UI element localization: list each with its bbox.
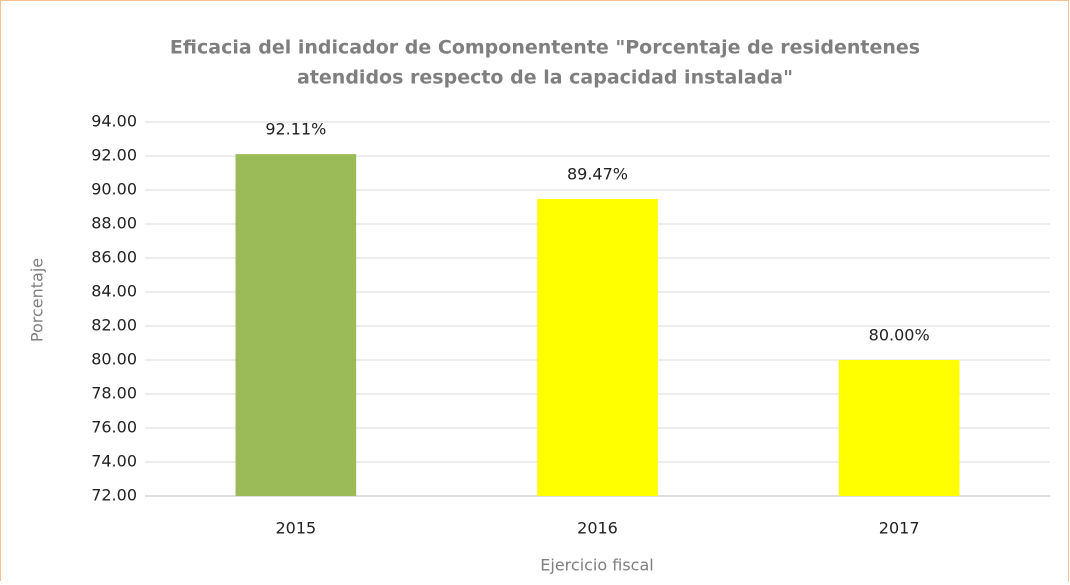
y-tick-label: 84.00: [91, 282, 137, 301]
x-tick-label: 2017: [879, 519, 920, 538]
chart-title: atendidos respecto de la capacidad insta…: [297, 67, 793, 89]
y-tick-label: 78.00: [91, 384, 137, 403]
y-tick-label: 94.00: [91, 112, 137, 131]
x-tick-label: 2015: [275, 519, 316, 538]
bar: [235, 154, 357, 496]
y-tick-label: 76.00: [91, 418, 137, 437]
y-tick-label: 92.00: [91, 146, 137, 165]
y-tick-label: 72.00: [91, 486, 137, 505]
y-tick-label: 90.00: [91, 180, 137, 199]
x-axis-title: Ejercicio fiscal: [540, 556, 653, 575]
y-tick-label: 74.00: [91, 452, 137, 471]
data-label: 80.00%: [869, 326, 930, 345]
bar: [838, 360, 960, 496]
y-tick-label: 86.00: [91, 248, 137, 267]
y-tick-label: 80.00: [91, 350, 137, 369]
y-tick-label: 88.00: [91, 214, 137, 233]
data-label: 92.11%: [265, 120, 326, 139]
bar: [537, 199, 658, 496]
x-tick-label: 2016: [577, 519, 618, 538]
data-label: 89.47%: [567, 165, 628, 184]
chart-title: Eficacia del indicador de Componentente …: [170, 37, 920, 59]
y-axis-title: Porcentaje: [28, 258, 47, 342]
y-tick-label: 82.00: [91, 316, 137, 335]
